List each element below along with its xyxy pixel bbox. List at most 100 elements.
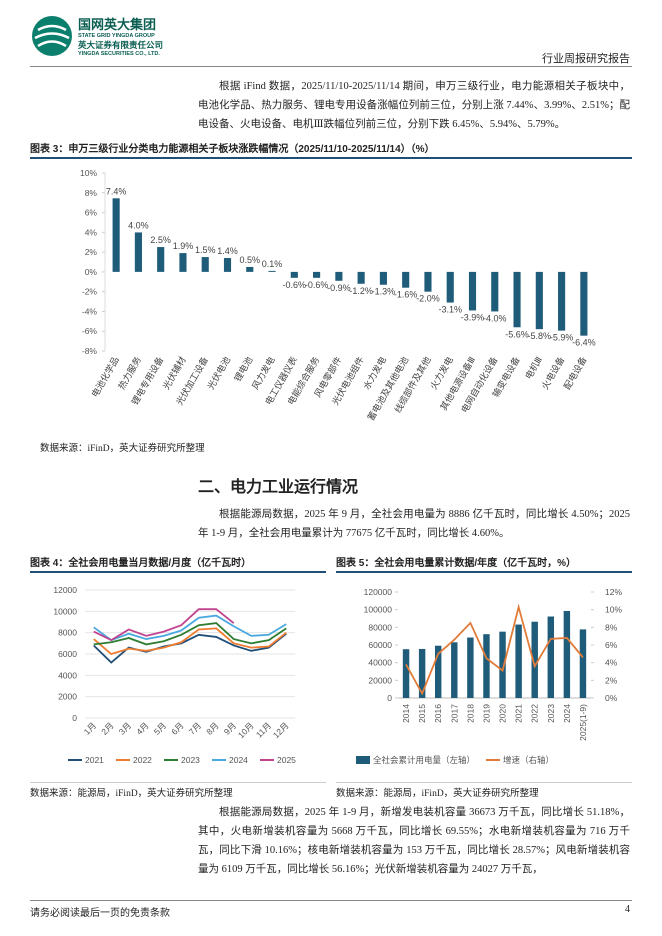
y-tick-label: 6000 bbox=[58, 649, 77, 659]
data-label: 4.0% bbox=[128, 220, 149, 230]
x-tick-label: 12月 bbox=[271, 720, 291, 740]
data-label: -5.6% bbox=[505, 329, 529, 339]
group-name: 国网英大集团 bbox=[78, 17, 157, 32]
bar bbox=[563, 610, 571, 698]
x-tick-label: 4月 bbox=[134, 720, 150, 736]
bar bbox=[446, 271, 454, 303]
bar bbox=[379, 271, 387, 285]
x-tick-label: 2017 bbox=[449, 704, 459, 723]
bar bbox=[451, 642, 458, 698]
bar bbox=[531, 621, 538, 698]
bar bbox=[491, 271, 499, 312]
data-label: -4.0% bbox=[483, 313, 507, 323]
paragraph: 根据能源局数据，2025 年 1-9 月，新增发电装机容量 36673 万千瓦，… bbox=[198, 807, 630, 875]
footer-rule bbox=[30, 900, 632, 901]
y-tick-label: 10% bbox=[80, 168, 97, 178]
data-label: -2.0% bbox=[416, 294, 440, 304]
bar bbox=[402, 271, 410, 288]
y-tick-label: -6% bbox=[82, 326, 98, 336]
bar bbox=[246, 266, 254, 272]
x-tick-label: 11月 bbox=[254, 720, 273, 739]
data-label: -1.6% bbox=[394, 290, 418, 300]
legend-swatch bbox=[356, 756, 370, 764]
bar bbox=[268, 270, 276, 272]
x-tick-label: 9月 bbox=[222, 720, 238, 736]
disclaimer: 请务必阅读最后一页的免责条款 bbox=[30, 908, 170, 919]
bar bbox=[134, 232, 142, 272]
y-tick-label: 100000 bbox=[364, 605, 393, 615]
y-tick-label: 40000 bbox=[368, 658, 392, 668]
y-tick-label: -4% bbox=[82, 306, 98, 316]
y-tick-label: -8% bbox=[82, 346, 98, 356]
chart: 0 2000 4000 6000 8000 10000 12000 1月 2月 3月 4月 5月 6月 7… bbox=[53, 585, 296, 765]
figure-source: 数据来源：iFinD，英大证券研究所整理 bbox=[40, 444, 205, 454]
y-tick-label: 20000 bbox=[368, 675, 392, 685]
data-label: 0.5% bbox=[240, 255, 261, 265]
logo-lines bbox=[34, 24, 70, 48]
x-tick-label: 电机Ⅲ bbox=[522, 355, 544, 381]
logo-text: 国网英大集团 STATE GRID YINGDA GROUP 英大证券有限责任公… bbox=[78, 14, 163, 57]
data-label: -3.9% bbox=[461, 312, 485, 322]
header-rule bbox=[30, 66, 632, 67]
bar bbox=[558, 271, 566, 331]
x-tick-label: 2016 bbox=[433, 704, 443, 723]
x-tick-label: 2019 bbox=[481, 704, 491, 723]
y-tick-label: -2% bbox=[82, 287, 98, 297]
data-label: -5.9% bbox=[550, 333, 574, 343]
x-tick-label: 1月 bbox=[82, 720, 98, 736]
y-tick-label: 60000 bbox=[368, 640, 392, 650]
paragraph: 根据能源局数据，2025 年 9 月，全社会用电量为 8886 亿千瓦时，同比增… bbox=[198, 509, 630, 539]
group-en: STATE GRID YINGDA GROUP bbox=[78, 33, 155, 39]
y-tick-label: 120000 bbox=[364, 587, 393, 597]
line-series bbox=[93, 608, 235, 642]
bar bbox=[499, 631, 506, 698]
legend-label: 2021 bbox=[85, 755, 104, 765]
data-label: -6.4% bbox=[572, 338, 596, 348]
bar bbox=[290, 271, 298, 278]
bar bbox=[402, 649, 410, 698]
y-tick-label: 0 bbox=[387, 693, 392, 703]
bar bbox=[357, 271, 365, 284]
logo-circle bbox=[32, 16, 72, 56]
data-label: -5.8% bbox=[528, 331, 552, 341]
chart: -8%-6%-4%-2%0%2%4%6%8%10%7.4%电池化学品4.0%热力… bbox=[80, 168, 596, 422]
bar bbox=[112, 198, 120, 272]
bar bbox=[547, 616, 555, 698]
bar bbox=[424, 271, 432, 292]
data-label: -1.2% bbox=[349, 286, 373, 296]
bar bbox=[580, 271, 588, 336]
y-tick-label: 0% bbox=[85, 267, 98, 277]
y2-tick-label: 4% bbox=[605, 658, 618, 668]
bar bbox=[335, 271, 343, 281]
y-tick-label: 12000 bbox=[53, 585, 77, 595]
company-name: 英大证券有限责任公司 bbox=[78, 40, 164, 50]
legend-label: 2022 bbox=[133, 755, 152, 765]
section-heading: 二、电力工业运行情况 bbox=[198, 479, 359, 496]
x-tick-label: 2月 bbox=[99, 720, 115, 736]
x-tick-label: 2023 bbox=[546, 704, 556, 723]
bar bbox=[515, 624, 522, 698]
y-tick-label: 8% bbox=[85, 188, 98, 198]
y2-tick-label: 8% bbox=[605, 622, 618, 632]
bar bbox=[513, 271, 521, 328]
bar bbox=[223, 258, 232, 272]
data-label: 1.5% bbox=[195, 245, 216, 255]
chart: 0 20000 40000 60000 80000 100000 120000 0% 2% 4% 6… bbox=[356, 587, 622, 765]
y2-tick-label: 10% bbox=[605, 605, 622, 615]
figure-source: 数据来源：能源局，iFinD，英大证券研究所整理 bbox=[336, 782, 632, 799]
bar bbox=[535, 271, 543, 330]
legend-label: 增速（右轴） bbox=[503, 755, 554, 765]
bar bbox=[434, 645, 442, 698]
x-tick-label: 2014 bbox=[401, 704, 411, 723]
x-tick-label: 8月 bbox=[204, 720, 220, 736]
paragraph: 根据 iFind 数据，2025/11/10-2025/11/14 期间，申万三… bbox=[198, 81, 630, 130]
data-label: -3.1% bbox=[438, 305, 462, 315]
bar bbox=[467, 637, 474, 698]
x-tick-label: 7月 bbox=[187, 720, 203, 736]
line-series bbox=[93, 622, 287, 646]
x-tick-label: 2025(1-9) bbox=[578, 704, 588, 741]
data-label: 1.4% bbox=[217, 246, 238, 256]
data-label: 1.9% bbox=[173, 241, 194, 251]
data-label: -0.9% bbox=[327, 283, 351, 293]
